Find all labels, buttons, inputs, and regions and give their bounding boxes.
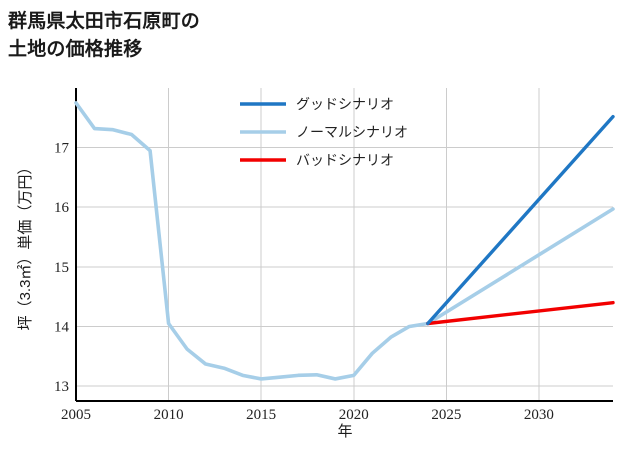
gridlines-group bbox=[76, 88, 613, 401]
chart-title-line-2: 土地の価格推移 bbox=[8, 38, 143, 60]
x-tick-label: 2030 bbox=[524, 407, 554, 423]
series-line bbox=[426, 114, 615, 326]
x-tick-label: 2010 bbox=[154, 407, 184, 423]
chart-title: 群馬県太田市石原町の 土地の価格推移 bbox=[8, 8, 428, 63]
x-tick-label: 2020 bbox=[339, 407, 369, 423]
series-line bbox=[426, 300, 615, 326]
series-line bbox=[74, 101, 615, 381]
chart-title-line-1: 群馬県太田市石原町の bbox=[8, 11, 201, 32]
x-tick-label: 2005 bbox=[61, 407, 91, 423]
axes-group bbox=[74, 88, 613, 403]
legend-label: バッドシナリオ bbox=[296, 152, 394, 168]
y-tick-label: 13 bbox=[54, 379, 69, 395]
y-tick-labels-group: 13 14 15 16 17 bbox=[54, 141, 70, 395]
legend-label: ノーマルシナリオ bbox=[296, 124, 408, 140]
x-axis-title: 年 bbox=[337, 423, 352, 440]
legend-label: グッドシナリオ bbox=[296, 96, 394, 112]
x-tick-labels-group: 2005 2010 2015 2020 2025 2030 bbox=[61, 407, 554, 423]
series-group bbox=[74, 101, 615, 381]
y-tick-label: 14 bbox=[54, 319, 70, 335]
x-tick-label: 2025 bbox=[431, 407, 461, 423]
x-tick-label: 2015 bbox=[246, 407, 276, 423]
y-tick-label: 17 bbox=[54, 141, 70, 157]
y-tick-label: 15 bbox=[54, 260, 69, 276]
y-tick-label: 16 bbox=[54, 200, 70, 216]
y-axis-title: 坪（3.3㎡）単価（万円） bbox=[17, 160, 34, 331]
